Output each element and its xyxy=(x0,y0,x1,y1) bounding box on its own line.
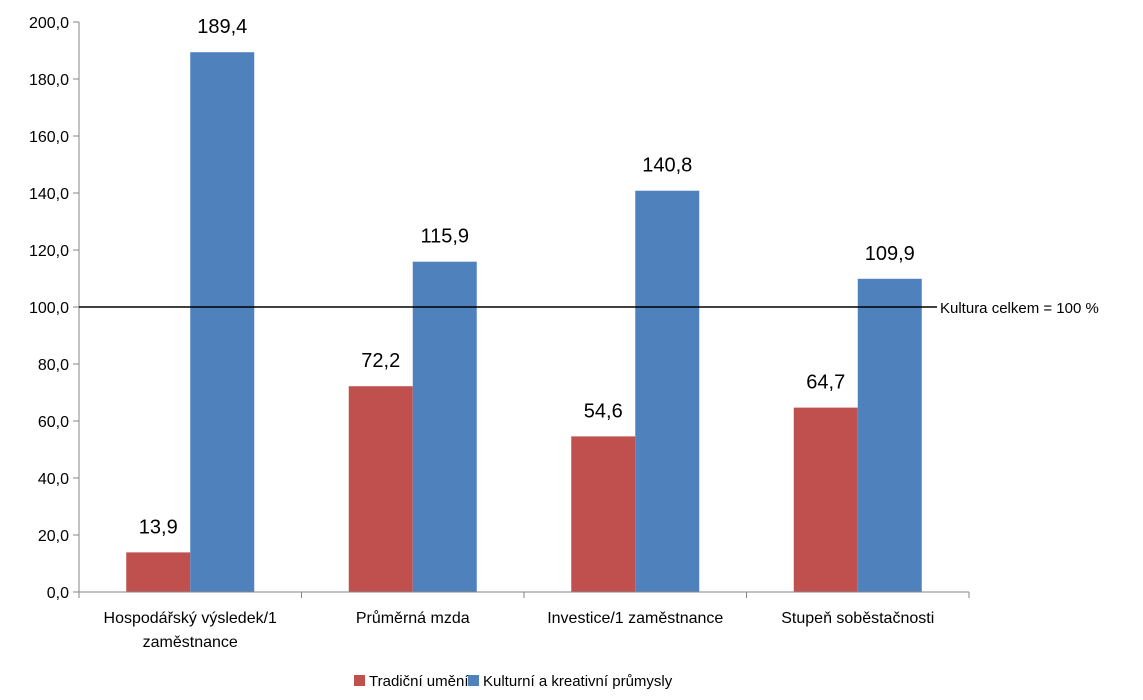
bar xyxy=(571,436,636,592)
y-tick-label: 60,0 xyxy=(38,414,69,431)
legend-label: Tradiční umění xyxy=(369,673,469,690)
x-category-label: zaměstnance xyxy=(143,634,238,651)
reference-line-layer: Kultura celkem = 100 % xyxy=(79,300,1099,317)
data-label: 72,2 xyxy=(361,350,400,372)
data-label: 189,4 xyxy=(197,16,247,38)
y-tick-label: 140,0 xyxy=(29,186,69,203)
data-label: 115,9 xyxy=(420,226,469,248)
y-tick-label: 40,0 xyxy=(38,471,69,488)
y-tick-label: 20,0 xyxy=(38,528,69,545)
x-category-label: Hospodářský výsledek/1 xyxy=(104,610,278,627)
data-label: 109,9 xyxy=(865,243,915,265)
y-tick-label: 200,0 xyxy=(29,15,69,32)
legend-label: Kulturní a kreativní průmysly xyxy=(483,673,673,690)
x-category-label: Průměrná mzda xyxy=(356,609,470,627)
x-category-label: Stupeň soběstačnosti xyxy=(781,610,934,627)
legend: Tradiční umění Kulturní a kreativní průmy… xyxy=(354,673,673,690)
bar xyxy=(190,52,255,592)
bar xyxy=(857,278,922,592)
legend-swatch xyxy=(468,675,479,686)
reference-line-label: Kultura celkem = 100 % xyxy=(940,300,1099,317)
data-label: 54,6 xyxy=(584,400,623,422)
y-tick-label: 80,0 xyxy=(38,357,69,374)
y-tick-label: 0,0 xyxy=(47,585,69,602)
bar xyxy=(126,552,191,592)
y-tick-label: 100,0 xyxy=(29,300,69,317)
bar xyxy=(793,407,858,592)
y-tick-label: 160,0 xyxy=(29,129,69,146)
data-label: 140,8 xyxy=(642,155,692,177)
data-labels-layer: 13,9 189,4 72,2 115,9 54,6 140,8 64,7 109,9 xyxy=(139,16,915,538)
y-tick-label: 120,0 xyxy=(29,243,69,260)
bar xyxy=(635,190,700,592)
bar xyxy=(348,386,413,592)
data-label: 13,9 xyxy=(139,516,178,538)
x-category-label: Investice/1 zaměstnance xyxy=(547,610,723,627)
y-tick-label: 180,0 xyxy=(29,72,69,89)
bar xyxy=(412,261,477,592)
bars-layer xyxy=(126,52,922,592)
legend-swatch xyxy=(354,675,365,686)
data-label: 64,7 xyxy=(806,372,845,394)
